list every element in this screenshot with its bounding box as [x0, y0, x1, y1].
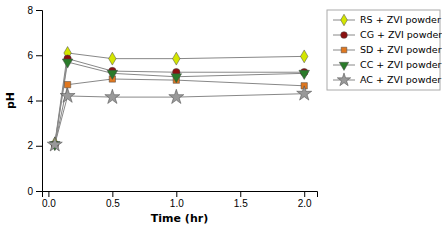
- series-points: [52, 76, 308, 148]
- chart: 0.0 0.5 1.0 1.5 2.0 0 2 4 6 8 Time (hr) pH RS + ZVI …: [0, 0, 442, 227]
- legend: RS + ZVI powder CG + ZVI powder SD + ZVI p…: [327, 10, 442, 90]
- point: [105, 89, 120, 103]
- legend-item: CC + ZVI powder: [333, 59, 442, 70]
- series-line: [55, 62, 304, 145]
- x-tick: 1.5: [234, 191, 248, 209]
- x-tick-mark: [176, 191, 177, 197]
- series-line: [55, 79, 304, 145]
- series-points: [50, 59, 310, 151]
- y-tick: 0: [27, 186, 42, 197]
- x-tick-label: 1.5: [234, 198, 248, 209]
- legend-item: SD + ZVI powder: [333, 44, 442, 55]
- plot: 0.0 0.5 1.0 1.5 2.0 0 2 4 6 8 Time (hr) pH: [4, 5, 318, 225]
- point: [47, 137, 62, 151]
- legend-label: CG + ZVI powder: [360, 29, 442, 40]
- point: [64, 82, 70, 88]
- point: [109, 52, 116, 65]
- y-tick-mark: [36, 191, 42, 192]
- legend-symbol: [341, 47, 347, 53]
- legend-symbol: [341, 14, 348, 26]
- x-tick: 0.0: [42, 191, 56, 209]
- plot-area: [47, 47, 311, 151]
- y-tick-mark: [36, 10, 42, 11]
- x-tick-mark: [48, 191, 49, 197]
- y-axis-line: [36, 11, 43, 192]
- point: [299, 70, 310, 79]
- y-tick: 6: [27, 50, 42, 61]
- x-tick-label: 2.0: [298, 198, 312, 209]
- x-axis: 0.0 0.5 1.0 1.5 2.0: [42, 191, 318, 209]
- legend-item: AC + ZVI powder: [333, 73, 441, 86]
- y-tick-label: 8: [27, 5, 33, 16]
- point: [107, 70, 118, 79]
- x-tick-mark: [240, 191, 241, 197]
- point: [62, 59, 73, 68]
- x-tick-mark: [304, 191, 305, 197]
- x-tick-label: 1.0: [170, 198, 184, 209]
- series-points: [51, 47, 308, 150]
- legend-item: RS + ZVI powder: [333, 14, 441, 26]
- y-axis: 0 2 4 6 8: [27, 5, 42, 197]
- legend-label: AC + ZVI powder: [360, 74, 441, 85]
- y-tick-label: 0: [27, 186, 33, 197]
- point: [171, 74, 182, 83]
- y-tick-mark: [36, 55, 42, 56]
- legend-label: SD + ZVI powder: [360, 44, 442, 55]
- point: [297, 86, 312, 100]
- x-tick-label: 0.0: [42, 198, 56, 209]
- y-tick: 4: [27, 95, 42, 106]
- x-axis-line: [43, 192, 318, 198]
- point: [300, 50, 307, 63]
- legend-label: RS + ZVI powder: [360, 14, 441, 25]
- y-tick-mark: [36, 101, 42, 102]
- x-tick-label: 0.5: [106, 198, 120, 209]
- y-tick-label: 4: [27, 95, 33, 106]
- legend-label: CC + ZVI powder: [360, 59, 442, 70]
- series-line: [55, 53, 304, 144]
- y-tick-label: 2: [27, 140, 33, 151]
- point: [173, 52, 180, 65]
- y-axis-title: pH: [4, 92, 17, 109]
- point: [169, 89, 184, 103]
- x-axis-title: Time (hr): [151, 212, 208, 225]
- y-tick: 2: [27, 140, 42, 151]
- x-tick: 0.5: [106, 191, 120, 209]
- x-tick: 2.0: [298, 191, 312, 209]
- y-tick-label: 6: [27, 50, 33, 61]
- point: [60, 88, 75, 102]
- series-points: [51, 55, 308, 148]
- legend-symbol: [339, 62, 348, 70]
- legend-symbol: [341, 32, 348, 39]
- y-tick: 8: [27, 5, 42, 16]
- x-tick-mark: [112, 191, 113, 197]
- legend-symbol: [337, 73, 350, 86]
- legend-item: CG + ZVI powder: [333, 29, 442, 40]
- x-tick: 1.0: [170, 191, 184, 209]
- series-points: [47, 86, 311, 151]
- y-tick-mark: [36, 146, 42, 147]
- series-line: [55, 59, 304, 145]
